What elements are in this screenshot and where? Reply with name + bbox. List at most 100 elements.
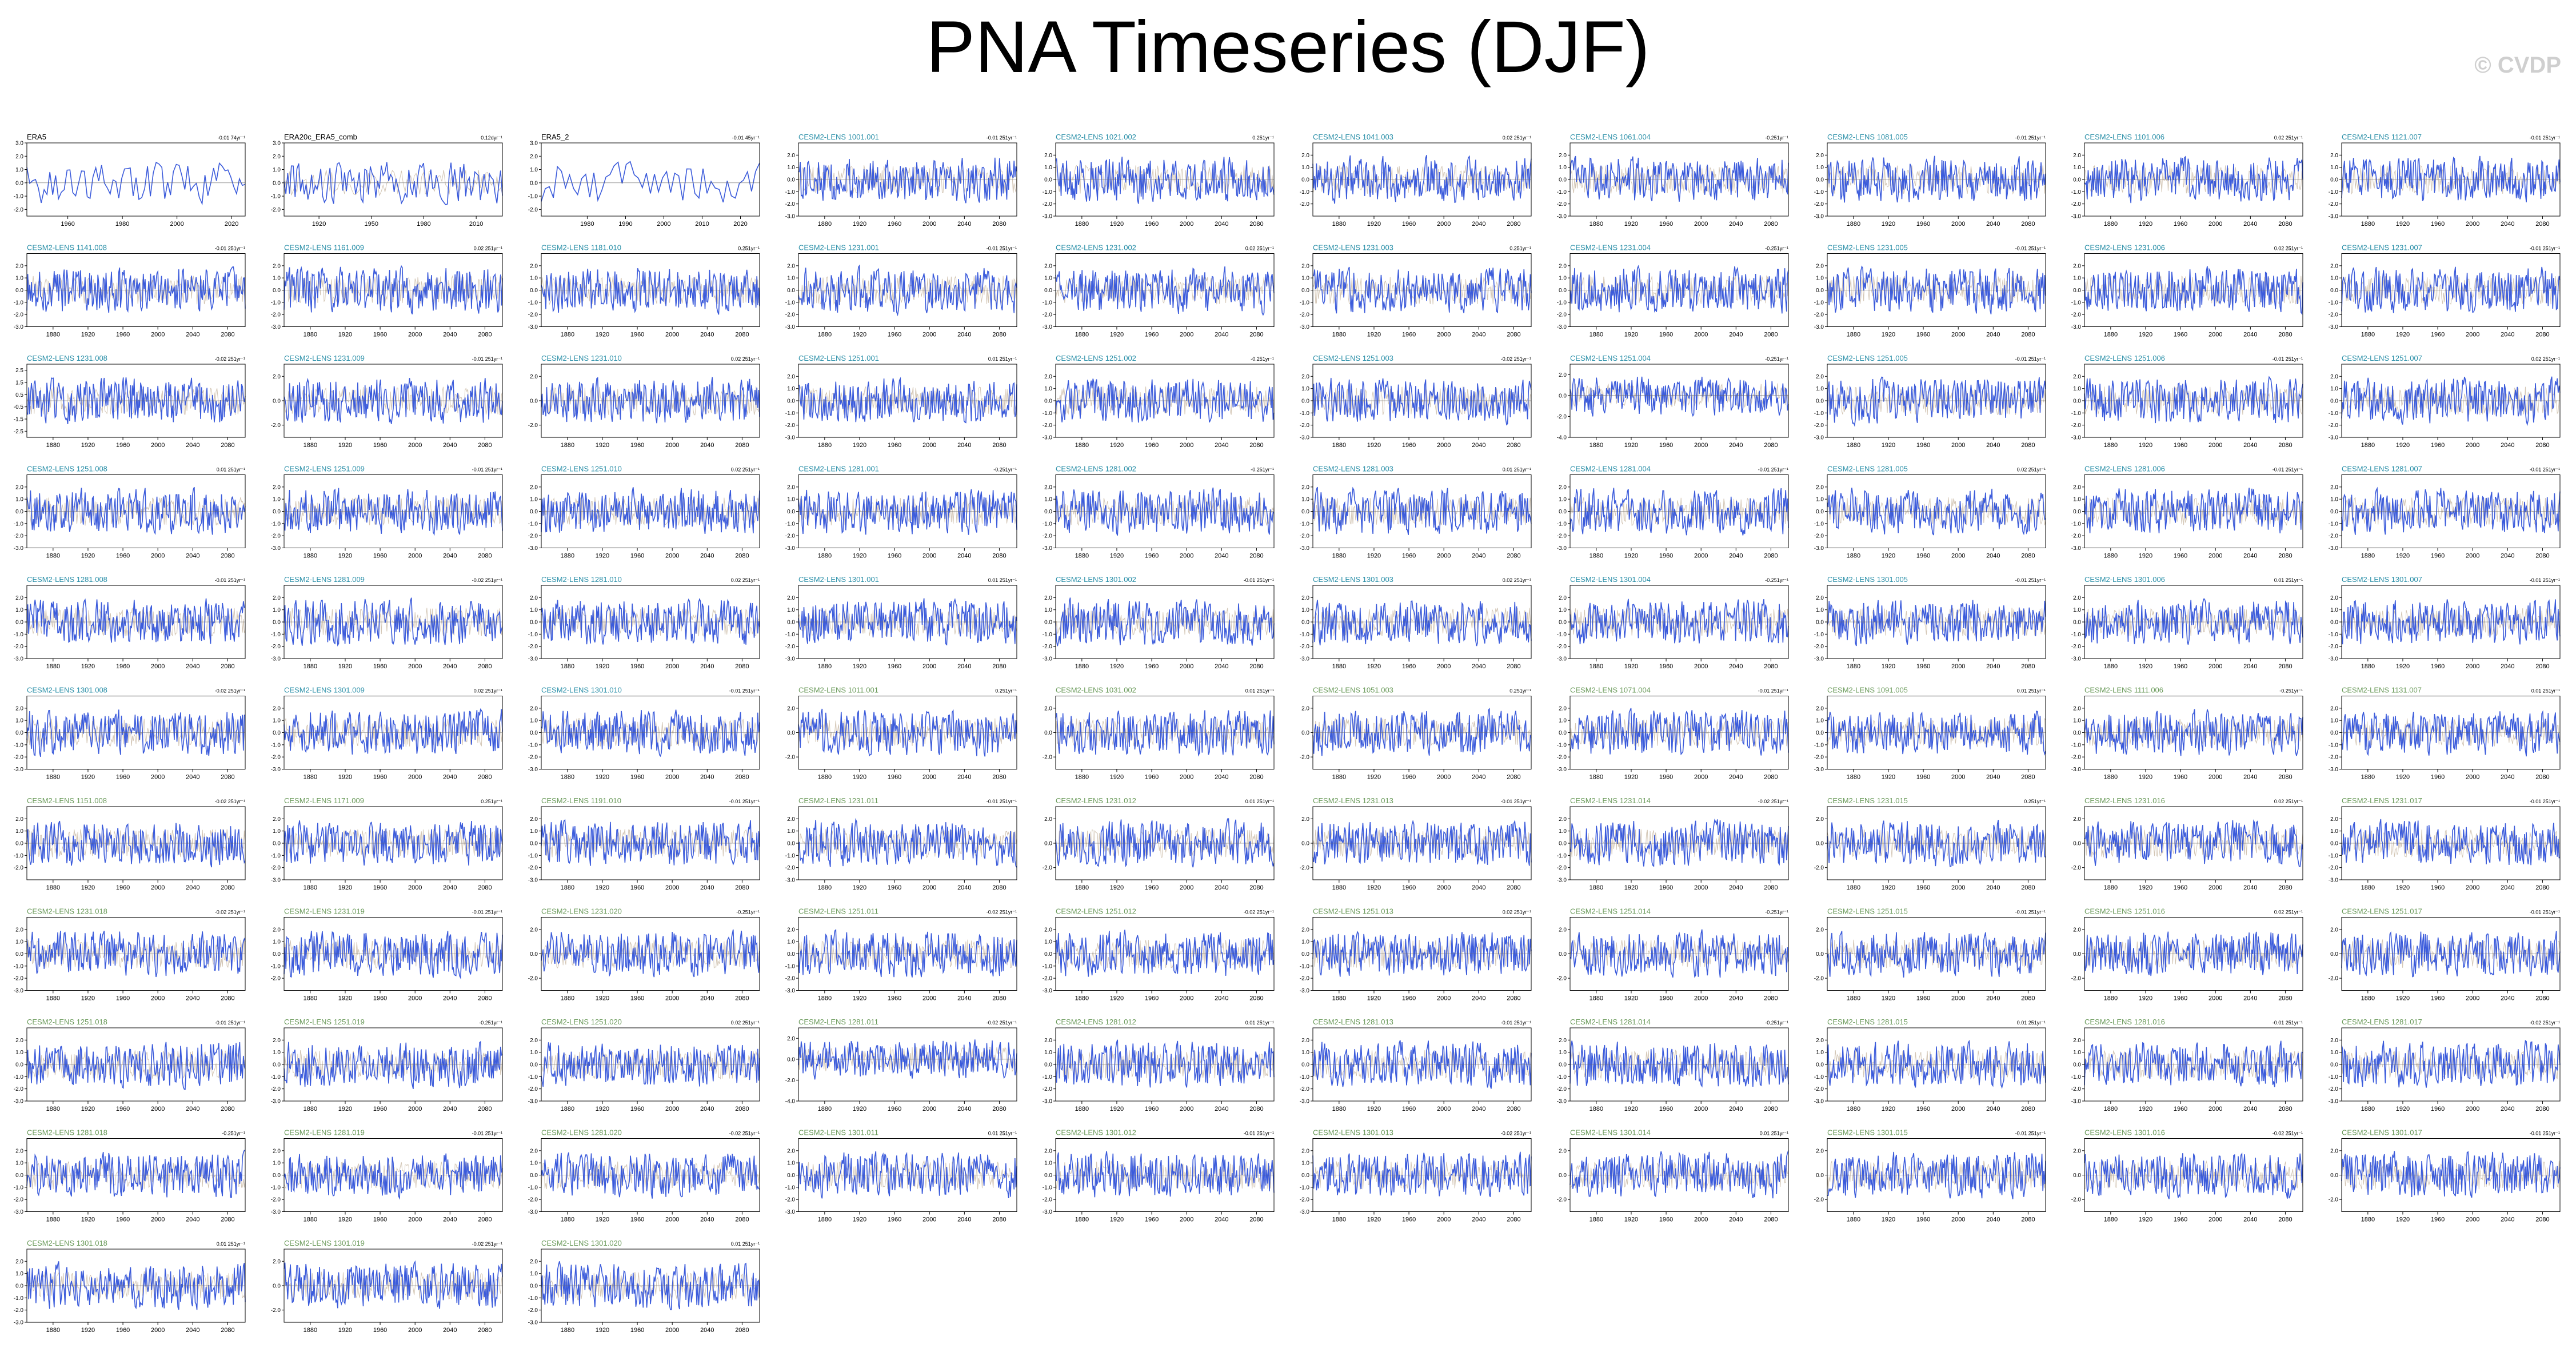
x-tick-label: 2040 — [957, 663, 971, 670]
x-tick-label: 1960 — [116, 1217, 130, 1223]
x-tick-label: 1920 — [81, 553, 95, 560]
x-tick-label: 2080 — [2021, 332, 2035, 338]
y-tick-label: -3.0 — [1814, 545, 1824, 552]
y-tick-label: 0.0 — [1559, 620, 1567, 626]
x-tick-label: 2000 — [151, 884, 165, 891]
x-tick-label: 1920 — [1882, 442, 1895, 449]
y-tick-label: 1.0 — [1044, 1050, 1052, 1056]
y-tick-label: -3.0 — [2329, 214, 2339, 220]
y-tick-label: -1.0 — [1814, 189, 1824, 196]
x-tick-label: 2040 — [2501, 442, 2514, 449]
x-tick-label: 1920 — [81, 995, 95, 1002]
x-tick-label: 1880 — [818, 1217, 832, 1223]
y-tick-label: 2.0 — [2330, 263, 2338, 269]
y-tick-label: -2.0 — [2329, 1086, 2339, 1092]
y-tick-label: 2.0 — [787, 153, 795, 159]
x-tick-label: 2000 — [1180, 442, 1193, 449]
x-tick-label: 1960 — [1145, 774, 1159, 781]
series-line — [541, 1152, 760, 1199]
x-tick-label: 1960 — [1916, 663, 1930, 670]
x-tick-label: 1880 — [561, 774, 574, 781]
panel-trend-label: 0.02 251yr⁻¹ — [2274, 246, 2303, 252]
y-tick-label: 0.0 — [530, 509, 538, 515]
series-line — [283, 162, 503, 205]
y-tick-label: -2.0 — [785, 644, 796, 650]
envelope-line — [26, 1160, 246, 1190]
series-line — [541, 1261, 760, 1310]
y-tick-label: 0.0 — [2330, 288, 2338, 294]
x-tick-label: 1920 — [1110, 663, 1124, 670]
x-tick-label: 2040 — [2501, 663, 2514, 670]
y-tick-label: 1.0 — [1816, 718, 1824, 724]
panel-label: CESM2-LENS 1251.010 — [541, 465, 622, 473]
x-tick-label: 1920 — [1110, 1217, 1124, 1223]
panel-trend-label: -0.01 251yr⁻¹ — [2530, 577, 2560, 583]
y-tick-label: -3.0 — [14, 545, 24, 552]
y-tick-label: 2.0 — [530, 374, 538, 380]
y-tick-label: 0.0 — [15, 1283, 23, 1290]
x-tick-label: 1920 — [1624, 774, 1638, 781]
series-line — [1055, 710, 1275, 757]
y-tick-label: 0.0 — [1044, 841, 1052, 847]
series-line — [2341, 1151, 2561, 1198]
x-tick-label: 1920 — [2139, 553, 2152, 560]
panel-label: CESM2-LENS 1231.012 — [1056, 796, 1136, 805]
y-tick-label: -2.0 — [271, 422, 281, 429]
x-tick-label: 2000 — [2466, 995, 2479, 1002]
x-tick-label: 2000 — [1437, 1106, 1451, 1112]
x-tick-label: 2000 — [2208, 553, 2222, 560]
panel-trend-label: 0.01 251yr⁻¹ — [1503, 467, 1531, 473]
envelope-line — [798, 386, 1017, 416]
y-tick-label: 2.0 — [1559, 595, 1567, 601]
y-tick-label: 0.0 — [273, 398, 281, 405]
y-tick-label: -2.0 — [1043, 976, 1053, 982]
envelope-line — [1055, 828, 1275, 858]
x-tick-label: 1920 — [338, 663, 352, 670]
panel-label: CESM2-LENS 1301.011 — [798, 1128, 878, 1137]
x-tick-label: 1880 — [1847, 332, 1860, 338]
x-tick-label: 2080 — [1764, 774, 1778, 781]
envelope-line — [283, 275, 503, 305]
panel-label: CESM2-LENS 1031.002 — [1056, 686, 1136, 695]
panel-trend-label: 0.02 251yr⁻¹ — [1245, 246, 1274, 252]
panel-label: CESM2-LENS 1251.013 — [1313, 907, 1393, 916]
panel-label: CESM2-LENS 1251.015 — [1827, 907, 1908, 916]
envelope-line — [1055, 1050, 1275, 1079]
y-tick-label: 1.0 — [787, 165, 795, 171]
x-tick-label: 2000 — [408, 774, 422, 781]
x-tick-label: 2000 — [2208, 442, 2222, 449]
envelope-line — [2341, 497, 2561, 526]
panel-label: CESM2-LENS 1191.010 — [541, 796, 621, 805]
panel-trend-label: -0.251yr⁻¹ — [1765, 910, 1788, 915]
y-tick-label: 0.0 — [787, 1172, 795, 1179]
panel-trend-label: 0.01 251yr⁻¹ — [988, 577, 1017, 583]
y-tick-label: 2.0 — [1301, 484, 1309, 490]
panel-trend-label: -0.01 251yr⁻¹ — [2273, 467, 2303, 473]
envelope-line — [541, 275, 760, 305]
x-tick-label: 1960 — [61, 221, 74, 228]
x-tick-label: 2000 — [1437, 442, 1451, 449]
y-tick-label: 1.0 — [1044, 1160, 1052, 1167]
x-tick-label: 2080 — [992, 332, 1006, 338]
panel-trend-label: 0.02 251yr⁻¹ — [2274, 799, 2303, 804]
y-tick-label: 0.0 — [1044, 509, 1052, 515]
y-tick-label: 2.0 — [1301, 705, 1309, 712]
x-tick-label: 2000 — [2466, 332, 2479, 338]
x-tick-label: 2000 — [408, 663, 422, 670]
y-tick-label: -2.0 — [1300, 755, 1310, 761]
x-tick-label: 1920 — [1624, 884, 1638, 891]
x-tick-label: 2000 — [922, 1217, 936, 1223]
y-tick-label: -3.0 — [2071, 324, 2082, 330]
y-tick-label: 1.0 — [530, 1271, 538, 1277]
panel-trend-label: 0.01 251yr⁻¹ — [1245, 688, 1274, 694]
y-tick-label: -2.0 — [2329, 865, 2339, 871]
panel-label: CESM2-LENS 1231.010 — [541, 354, 622, 362]
